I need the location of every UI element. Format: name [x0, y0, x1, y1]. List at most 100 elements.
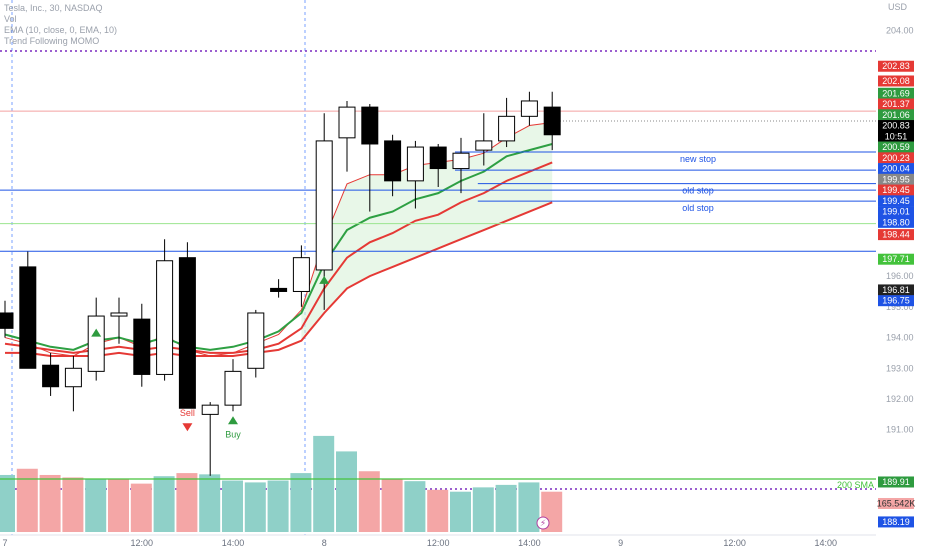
price-badge-text: 196.75	[882, 296, 910, 306]
price-badge	[878, 216, 914, 228]
candle-body	[87, 315, 105, 372]
candle-body	[361, 106, 379, 145]
price-badge-text: 197.71	[882, 254, 910, 264]
volume-bar	[427, 489, 449, 532]
price-badge-text: 201.69	[882, 88, 910, 98]
candle-body	[224, 370, 242, 406]
horizontal-lines: new stop old stop old stop 200 SMA	[0, 110, 876, 490]
level-label: new stop	[680, 154, 716, 164]
price-badge-text: 201.37	[882, 99, 910, 109]
volume-bar	[472, 487, 494, 532]
price-badge-text: 200.04	[882, 164, 910, 174]
price-badge	[878, 295, 914, 307]
candle-body	[42, 364, 60, 388]
momo-legend[interactable]: Trend Following MOMO	[4, 36, 100, 46]
volume-bar	[518, 482, 540, 532]
time-tick: 7	[2, 538, 7, 548]
price-badge-text: 165.542K	[877, 498, 916, 508]
price-badge-text: 198.80	[882, 217, 910, 227]
volume-bar	[16, 468, 38, 532]
time-tick: 14:00	[222, 538, 245, 548]
time-tick: 14:00	[815, 538, 838, 548]
candle-body	[110, 312, 128, 317]
time-tick: 12:00	[427, 538, 450, 548]
candle-body	[178, 257, 196, 409]
price-tick: 204.00	[886, 25, 914, 35]
volume-bars	[0, 435, 563, 532]
candle-body	[543, 106, 561, 136]
volume-bar	[495, 484, 517, 532]
price-badge	[878, 98, 914, 110]
volume-bar	[222, 480, 243, 532]
candle-body	[338, 106, 356, 139]
volume-bar	[130, 483, 152, 532]
price-badge	[878, 284, 914, 296]
volume-bar	[39, 474, 61, 532]
candle-body	[19, 266, 37, 369]
candle-body	[406, 146, 424, 182]
time-axis-bg	[0, 535, 932, 550]
buy-label: Buy	[225, 429, 241, 439]
candle-body	[384, 140, 402, 182]
time-tick: 8	[322, 538, 327, 548]
price-badge	[878, 130, 914, 142]
sell-arrow	[182, 423, 193, 432]
chart-grid	[0, 0, 876, 535]
time-axis: 7 12:00 14:00 8 12:00 14:00 9 12:00 14:00	[0, 534, 932, 550]
alert-icon-glyph: ⚡	[540, 518, 546, 528]
price-badge-text: 199.01	[882, 207, 910, 217]
candle-body	[475, 140, 493, 151]
symbol-title[interactable]: Tesla, Inc., 30, NASDAQ	[4, 3, 103, 13]
price-badge-text: 196.81	[882, 285, 910, 295]
price-badge	[878, 195, 914, 207]
price-badge	[878, 109, 914, 121]
price-badge	[878, 184, 914, 196]
level-label: old stop	[682, 203, 714, 213]
price-badge	[878, 476, 914, 488]
alert-icon	[536, 516, 550, 530]
price-tick: 191.00	[886, 425, 914, 435]
price-badge	[878, 516, 914, 528]
price-badge-text: 200.23	[882, 153, 910, 163]
volume-bar	[108, 479, 129, 532]
ema-legend[interactable]: EMA (10, close, 0, EMA, 10)	[4, 25, 118, 35]
price-badge	[878, 497, 914, 509]
volume-bar	[290, 473, 312, 532]
price-badge-text: 199.45	[882, 196, 910, 206]
ema-cloud-fill	[301, 122, 553, 341]
buy-small-arrow	[91, 328, 102, 337]
candle-body	[0, 312, 14, 329]
buy-arrow	[228, 416, 238, 425]
chart-legend: Tesla, Inc., 30, NASDAQ Vol EMA (10, clo…	[4, 3, 117, 47]
price-badge	[878, 75, 914, 87]
price-tick: 193.00	[886, 363, 914, 373]
price-badge	[878, 229, 914, 241]
candle-body	[156, 260, 174, 375]
candle-body	[270, 287, 288, 292]
price-tick: 194.00	[886, 333, 914, 343]
volume-bar	[381, 479, 403, 532]
candle-body	[429, 146, 447, 170]
candle-body	[315, 140, 333, 271]
candle-body	[247, 312, 265, 369]
price-badge-text: 189.91	[882, 477, 910, 487]
price-badge	[878, 87, 914, 99]
volume-bar	[313, 435, 335, 532]
price-badge	[878, 141, 914, 153]
price-badge-text: 198.44	[882, 230, 910, 240]
price-tick: 192.00	[886, 394, 914, 404]
candle-body	[452, 152, 470, 170]
signal-markers: Sell Buy	[91, 275, 330, 439]
volume-legend[interactable]: Vol	[4, 14, 17, 24]
sma-200-label: 200 SMA	[837, 480, 874, 490]
price-badge-text: 199.45	[882, 185, 910, 195]
price-badge-text: 200.59	[882, 142, 910, 152]
price-badge-text: 202.08	[882, 76, 910, 86]
level-label: old stop	[682, 186, 714, 196]
volume-bar	[244, 482, 266, 532]
candle-body	[201, 404, 219, 415]
price-badge-text: 10:51	[885, 131, 908, 141]
price-tick: 195.00	[886, 302, 914, 312]
volume-bar	[176, 473, 198, 532]
